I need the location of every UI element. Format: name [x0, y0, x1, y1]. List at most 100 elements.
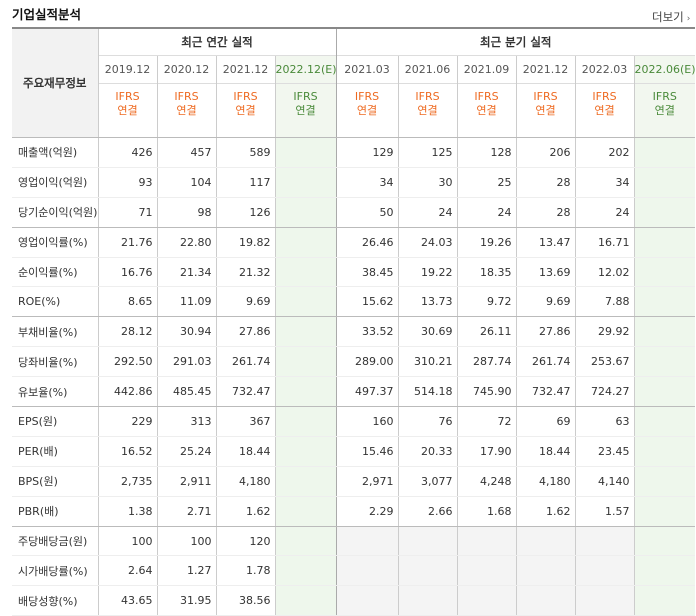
- table-cell: [397, 585, 457, 616]
- table-cell: 126: [215, 197, 275, 228]
- table-cell: [456, 585, 516, 616]
- table-cell: 43.65: [97, 585, 157, 616]
- table-cell: 19.22: [397, 257, 457, 288]
- table-cell: 20.33: [397, 436, 457, 467]
- table-cell: [633, 257, 695, 288]
- table-row: 유보율(%) 442.86 485.45 732.47 497.37 514.18 745.…: [12, 376, 695, 408]
- table-cell: [397, 555, 457, 587]
- table-cell: [633, 436, 695, 467]
- table-cell: 17.90: [456, 436, 516, 467]
- table-cell: 26.46: [335, 227, 398, 258]
- table-row: 매출액(억원) 426 457 589 129 125 128 206 202: [12, 137, 695, 168]
- ifrs-header: IFRS 연결: [397, 83, 457, 138]
- period-header: 2021.12: [515, 55, 575, 84]
- ifrs-top: IFRS: [474, 90, 499, 103]
- table-cell: 100: [156, 526, 216, 557]
- table-cell: 1.62: [215, 496, 275, 527]
- ifrs-header: IFRS 연결: [156, 83, 216, 138]
- row-label: 시가배당률(%): [12, 555, 98, 587]
- table-row: 당좌비율(%) 292.50 291.03 261.74 289.00 310.21 287…: [12, 346, 695, 378]
- table-cell: 2.29: [335, 496, 398, 527]
- table-cell: [335, 555, 398, 587]
- table-cell: [633, 316, 695, 348]
- period-label: 2022.06(E): [634, 63, 696, 76]
- table-cell: 4,248: [456, 466, 516, 497]
- table-cell: 202: [574, 137, 634, 168]
- table-cell: [274, 406, 336, 437]
- table-cell: 63: [574, 406, 634, 437]
- period-header: 2021.09: [456, 55, 516, 84]
- ifrs-bottom: 연결: [176, 104, 197, 117]
- table-cell: 24: [456, 197, 516, 228]
- table-cell: 27.86: [215, 316, 275, 348]
- table-cell: 2,971: [335, 466, 398, 497]
- table-cell: [633, 466, 695, 497]
- table-cell: [274, 496, 336, 527]
- table-cell: 229: [97, 406, 157, 437]
- ifrs-top: IFRS: [174, 90, 199, 103]
- table-cell: 76: [397, 406, 457, 437]
- ifrs-header: IFRS 연결: [215, 83, 275, 138]
- table-cell: 72: [456, 406, 516, 437]
- period-header: 2021.06: [397, 55, 457, 84]
- table-cell: 2.64: [97, 555, 157, 587]
- table-cell: [274, 137, 336, 168]
- table-cell: 34: [335, 167, 398, 198]
- table-cell: 724.27: [574, 376, 634, 408]
- table-cell: [574, 526, 634, 557]
- table-cell: 745.90: [456, 376, 516, 408]
- table-row: 주당배당금(원) 100 100 120: [12, 526, 695, 557]
- table-cell: [633, 526, 695, 557]
- table-cell: 27.86: [515, 316, 575, 348]
- table-cell: 442.86: [97, 376, 157, 408]
- ifrs-bottom: 연결: [476, 104, 497, 117]
- ifrs-bottom: 연결: [117, 104, 138, 117]
- table-cell: 33.52: [335, 316, 398, 348]
- table-cell: [335, 526, 398, 557]
- table-cell: 1.68: [456, 496, 516, 527]
- period-header: 2022.12(E): [274, 55, 337, 84]
- table-cell: [633, 227, 695, 258]
- table-row: 순이익률(%) 16.76 21.34 21.32 38.45 19.22 18.35 13.…: [12, 257, 695, 288]
- ifrs-label: IFRS 연결: [276, 90, 336, 118]
- ifrs-bottom: 연결: [535, 104, 556, 117]
- table-cell: 9.69: [515, 286, 575, 318]
- table-cell: 426: [97, 137, 157, 168]
- table-cell: [274, 376, 336, 408]
- more-label: 더보기: [652, 10, 684, 24]
- table-cell: 22.80: [156, 227, 216, 258]
- more-link[interactable]: 더보기 ›: [652, 9, 690, 25]
- row-header: 주요재무정보: [12, 27, 98, 138]
- ifrs-header: IFRS 연결: [456, 83, 516, 138]
- ifrs-label: IFRS 연결: [217, 90, 275, 118]
- table-cell: [515, 526, 575, 557]
- annual-group-header: 최근 연간 실적: [97, 27, 336, 56]
- quarter-group-header: 최근 분기 실적: [335, 27, 695, 56]
- ifrs-top: IFRS: [293, 90, 318, 103]
- table-cell: [633, 137, 695, 168]
- table-cell: 2,911: [156, 466, 216, 497]
- table-cell: [633, 555, 695, 587]
- table-cell: 1.38: [97, 496, 157, 527]
- table-cell: 732.47: [215, 376, 275, 408]
- table-cell: [274, 167, 336, 198]
- table-row: 영업이익률(%) 21.76 22.80 19.82 26.46 24.03 19.26 13…: [12, 227, 695, 258]
- period-header: 2021.03: [335, 55, 398, 84]
- table-cell: 21.34: [156, 257, 216, 288]
- table-cell: 30.69: [397, 316, 457, 348]
- ifrs-header: IFRS 연결: [633, 83, 695, 138]
- table-cell: 71: [97, 197, 157, 228]
- table-row: 시가배당률(%) 2.64 1.27 1.78: [12, 555, 695, 587]
- table-cell: 291.03: [156, 346, 216, 378]
- table-cell: 3,077: [397, 466, 457, 497]
- table-cell: 253.67: [574, 346, 634, 378]
- row-label: 배당성향(%): [12, 585, 98, 616]
- table-cell: [633, 496, 695, 527]
- table-row: PBR(배) 1.38 2.71 1.62 2.29 2.66 1.68 1.62 1.57: [12, 496, 695, 527]
- table-cell: 8.65: [97, 286, 157, 318]
- table-cell: 2.71: [156, 496, 216, 527]
- row-label: 순이익률(%): [12, 257, 98, 288]
- table-cell: 93: [97, 167, 157, 198]
- table-cell: [274, 257, 336, 288]
- table-cell: 13.73: [397, 286, 457, 318]
